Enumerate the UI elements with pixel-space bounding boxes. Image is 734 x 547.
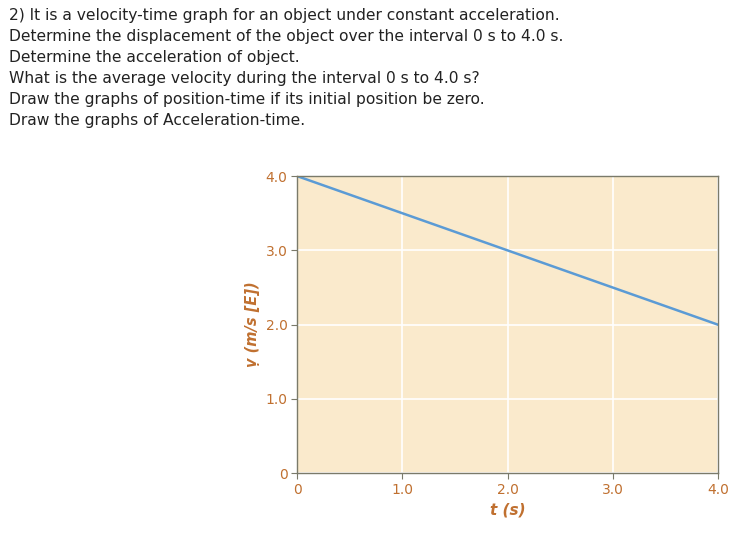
Text: 2) It is a velocity-time graph for an object under constant acceleration.
Determ: 2) It is a velocity-time graph for an ob…: [9, 8, 563, 128]
Y-axis label: ṿ (m/s [E]): ṿ (m/s [E]): [245, 282, 260, 368]
X-axis label: t (s): t (s): [490, 503, 526, 517]
